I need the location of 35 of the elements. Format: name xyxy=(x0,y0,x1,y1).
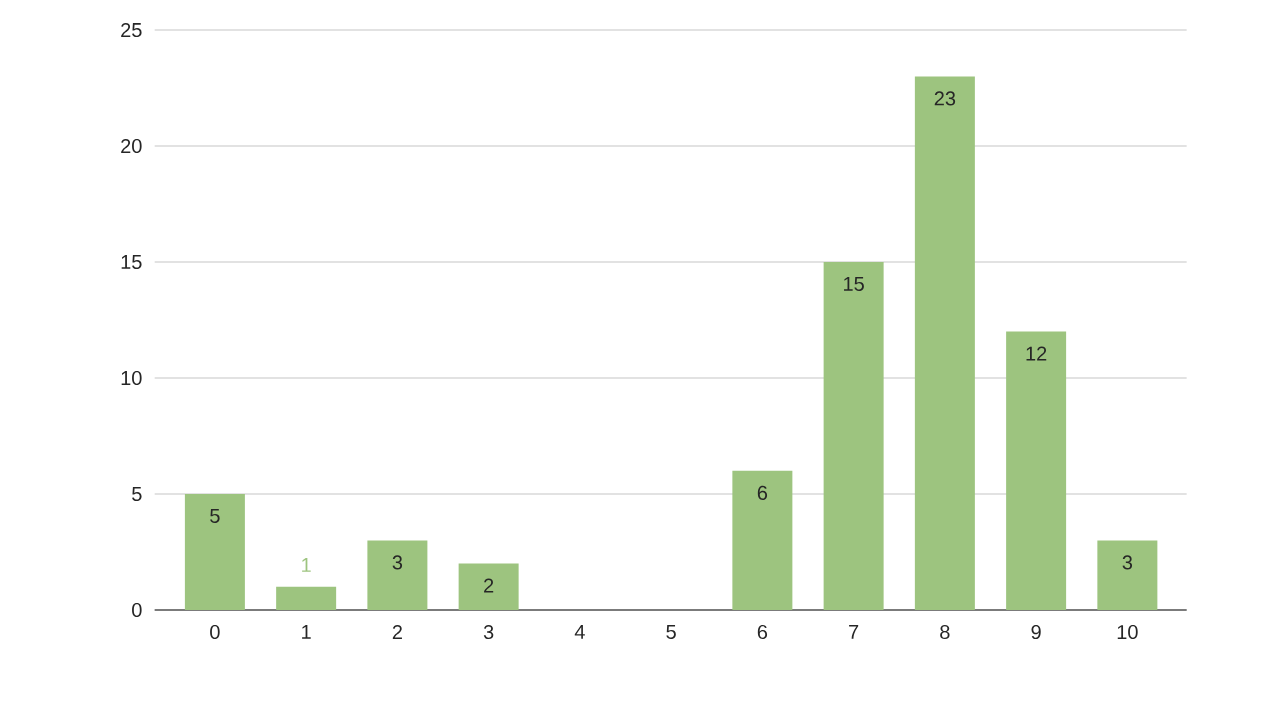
x-tick-label: 2 xyxy=(392,624,402,639)
x-tick-label: 3 xyxy=(483,624,494,640)
y-tick-label: 20 xyxy=(121,138,142,154)
bar xyxy=(184,494,245,610)
data-label: 5 xyxy=(210,508,220,523)
x-tick-label: 6 xyxy=(757,624,768,640)
x-tick-label: 1 xyxy=(302,624,311,639)
data-label: 1 xyxy=(302,558,311,572)
y-tick-label: 10 xyxy=(121,370,142,386)
bar xyxy=(458,563,519,610)
x-tick-label: 0 xyxy=(210,624,220,640)
x-tick-label: 8 xyxy=(940,624,950,640)
y-tick-label: 5 xyxy=(132,487,142,501)
x-tick-label: 9 xyxy=(1031,624,1041,640)
data-label: 3 xyxy=(1122,555,1133,570)
y-tick-label: 0 xyxy=(132,602,142,618)
data-label: 23 xyxy=(934,91,956,106)
data-label: 2 xyxy=(484,578,494,593)
x-tick-label: 10 xyxy=(1117,624,1138,640)
bar xyxy=(732,470,793,610)
x-tick-label: 5 xyxy=(666,624,676,639)
bar xyxy=(276,586,337,610)
y-tick-label: 25 xyxy=(121,22,142,38)
bar xyxy=(914,76,975,610)
data-label: 3 xyxy=(392,555,403,570)
bar xyxy=(1097,540,1158,610)
data-label: 6 xyxy=(757,485,768,500)
x-tick-label: 4 xyxy=(574,624,585,639)
bar xyxy=(367,540,428,610)
data-label: 15 xyxy=(844,276,864,291)
bar xyxy=(823,262,884,610)
y-tick-label: 15 xyxy=(121,255,142,269)
data-label: 12 xyxy=(1026,346,1047,361)
x-tick-label: 7 xyxy=(849,624,859,639)
bar xyxy=(1006,331,1067,610)
